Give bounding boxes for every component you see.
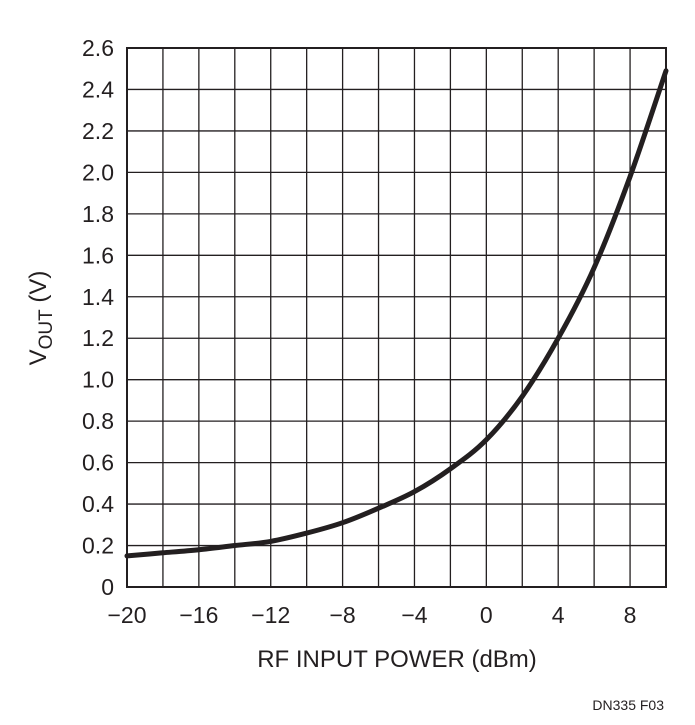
- y-tick-label: 2.2: [82, 118, 114, 144]
- x-tick-label: −16: [179, 602, 218, 628]
- grid: [127, 48, 666, 587]
- x-tick-label: −20: [107, 602, 146, 628]
- y-tick-label: 0.2: [82, 533, 114, 559]
- x-tick-label: −12: [251, 602, 290, 628]
- y-tick-label: 1.0: [82, 367, 114, 393]
- y-tick-label: 2.0: [82, 159, 114, 185]
- x-tick-label: −4: [401, 602, 427, 628]
- y-axis-ticks: 0 0.2 0.4 0.6 0.8 1.0 1.2 1.4 1.6 1.8 2.0 2.2 2.4 2.6: [82, 35, 114, 600]
- plot-frame: [126, 47, 667, 588]
- x-tick-label: −8: [329, 602, 355, 628]
- y-tick-label: 0.6: [82, 450, 114, 476]
- x-axis-title: RF INPUT POWER (dBm): [257, 646, 537, 673]
- y-tick-label: 1.2: [82, 325, 114, 351]
- x-tick-label: 4: [552, 602, 565, 628]
- y-tick-label: 0: [101, 574, 114, 600]
- y-tick-label: 0.8: [82, 408, 114, 434]
- y-tick-label: 1.4: [82, 284, 114, 310]
- figure-id: DN335 F03: [592, 697, 664, 713]
- y-tick-label: 2.6: [82, 35, 114, 61]
- x-tick-label: 8: [624, 602, 637, 628]
- y-axis-title: VOUT (V): [25, 271, 57, 366]
- y-tick-label: 1.8: [82, 201, 114, 227]
- data-series: [124, 68, 669, 559]
- y-tick-label: 2.4: [82, 76, 114, 102]
- x-tick-label: 0: [480, 602, 493, 628]
- x-axis-ticks: −20 −16 −12 −8 −4 0 4 8: [107, 602, 636, 628]
- y-tick-label: 1.6: [82, 242, 114, 268]
- y-tick-label: 0.4: [82, 491, 114, 517]
- vout-curve: [124, 68, 669, 559]
